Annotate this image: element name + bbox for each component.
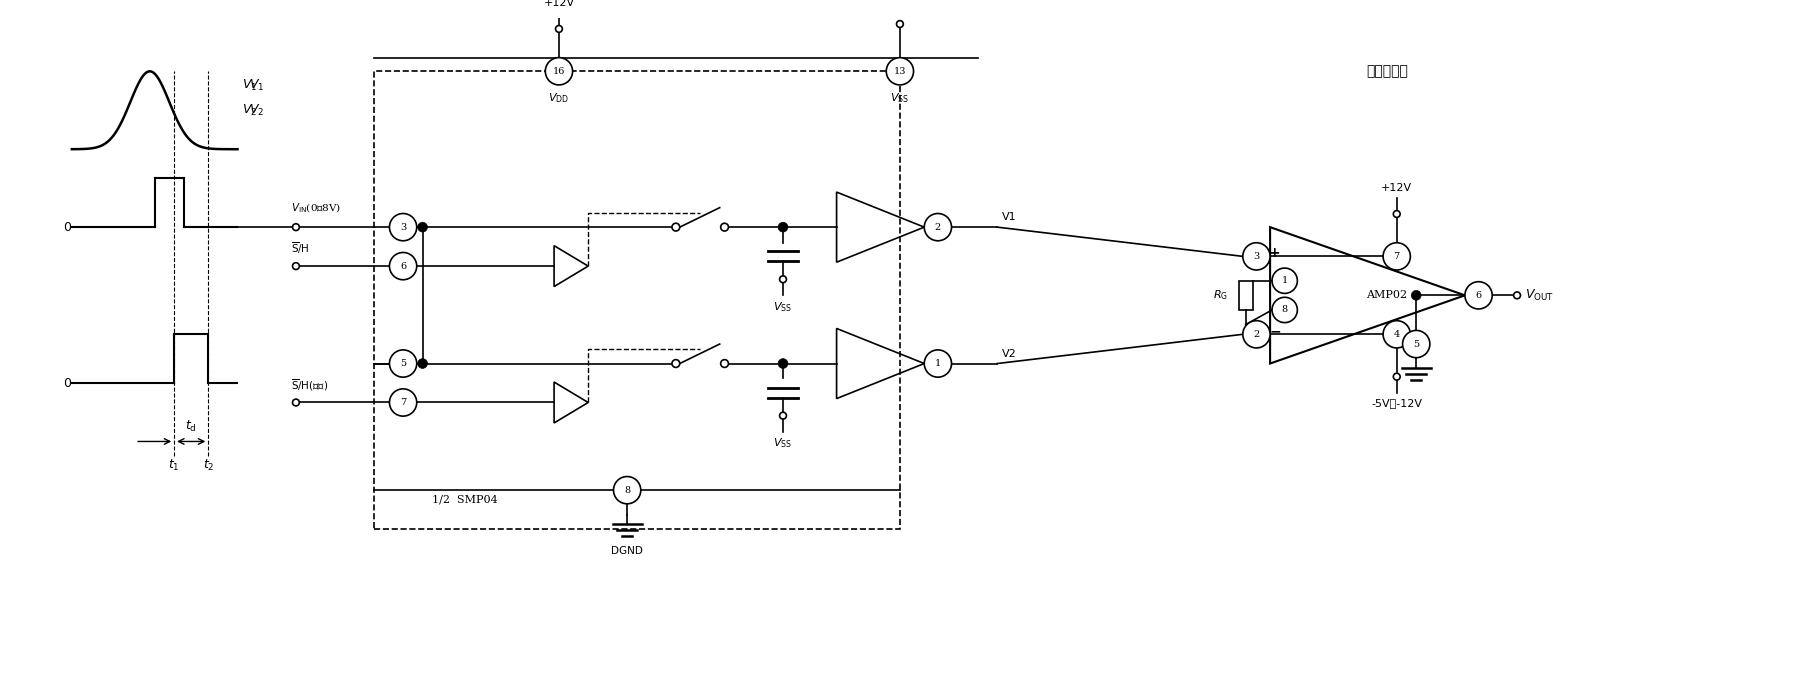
Text: +12V: +12V [543, 0, 574, 8]
Text: $V_1$: $V_1$ [249, 78, 264, 93]
Circle shape [1411, 290, 1422, 300]
Circle shape [1243, 321, 1269, 348]
Text: 测量放大器: 测量放大器 [1366, 64, 1408, 78]
Text: $V_{\rm DD}$: $V_{\rm DD}$ [549, 90, 570, 105]
Text: 1: 1 [934, 359, 941, 368]
Circle shape [923, 350, 952, 377]
Circle shape [389, 214, 416, 241]
Text: 4: 4 [1393, 329, 1400, 339]
Text: −: − [1269, 325, 1280, 338]
Bar [1239, 281, 1253, 310]
Text: 6: 6 [1476, 291, 1481, 300]
Circle shape [613, 477, 640, 503]
Circle shape [672, 360, 680, 367]
Circle shape [886, 58, 914, 85]
Text: 2: 2 [1253, 329, 1259, 339]
Text: $t_{\rm d}$: $t_{\rm d}$ [185, 419, 197, 434]
Text: $\overline{\rm S}$/H: $\overline{\rm S}$/H [290, 241, 310, 256]
Text: 16: 16 [552, 66, 565, 76]
Text: 7: 7 [400, 398, 407, 407]
Text: 6: 6 [400, 262, 407, 271]
Text: $\overline{\rm S}$/H(延时): $\overline{\rm S}$/H(延时) [290, 377, 328, 393]
Circle shape [721, 223, 728, 231]
Text: $R_{\rm G}$: $R_{\rm G}$ [1214, 288, 1228, 302]
Text: $V_{\rm SS}$: $V_{\rm SS}$ [773, 300, 793, 314]
Circle shape [1382, 321, 1411, 348]
Text: 13: 13 [893, 66, 905, 76]
Circle shape [545, 58, 572, 85]
Text: 2: 2 [934, 223, 941, 232]
Text: +: + [1268, 247, 1280, 260]
Circle shape [1271, 268, 1298, 293]
Text: 3: 3 [1253, 252, 1259, 261]
Circle shape [1382, 242, 1411, 270]
Circle shape [1271, 297, 1298, 323]
Text: V2: V2 [1002, 349, 1017, 359]
Circle shape [1465, 282, 1492, 309]
Circle shape [389, 253, 416, 279]
Text: 8: 8 [1282, 306, 1287, 314]
Text: $V_{\rm OUT}$: $V_{\rm OUT}$ [1526, 288, 1555, 303]
Text: $V_2$: $V_2$ [249, 103, 264, 118]
Text: DGND: DGND [611, 546, 644, 556]
Text: 3: 3 [400, 223, 407, 232]
Circle shape [1402, 330, 1429, 358]
Text: $V_2$: $V_2$ [242, 103, 258, 118]
Circle shape [721, 360, 728, 367]
Text: 5: 5 [400, 359, 407, 368]
Circle shape [923, 214, 952, 241]
Text: $V_{\rm SS}$: $V_{\rm SS}$ [891, 90, 909, 105]
Text: -5V或-12V: -5V或-12V [1372, 397, 1422, 408]
Text: $V_{\rm SS}$: $V_{\rm SS}$ [773, 436, 793, 451]
Circle shape [1393, 210, 1400, 217]
Text: 0: 0 [63, 377, 72, 390]
Circle shape [418, 359, 427, 369]
Circle shape [672, 223, 680, 231]
Circle shape [896, 21, 904, 27]
Circle shape [780, 412, 787, 419]
Text: 1/2  SMP04: 1/2 SMP04 [432, 495, 498, 505]
Text: $t_2$: $t_2$ [203, 458, 213, 473]
Text: 7: 7 [1393, 252, 1400, 261]
Circle shape [778, 359, 787, 369]
Circle shape [1393, 373, 1400, 380]
Circle shape [778, 222, 787, 232]
Text: $V_1$: $V_1$ [242, 78, 258, 93]
Circle shape [556, 25, 563, 32]
Circle shape [780, 276, 787, 283]
Text: +12V: +12V [1381, 183, 1413, 193]
Text: V1: V1 [1002, 212, 1017, 222]
Circle shape [292, 224, 299, 231]
Circle shape [1243, 242, 1269, 270]
Text: $V_{\rm IN}$(0～8V): $V_{\rm IN}$(0～8V) [290, 202, 341, 216]
Text: 5: 5 [1413, 340, 1420, 349]
Bar [375, 71, 900, 529]
Circle shape [389, 389, 416, 416]
Text: 0: 0 [63, 221, 72, 234]
Circle shape [418, 222, 427, 232]
Circle shape [389, 350, 416, 377]
Text: $t_1$: $t_1$ [169, 458, 179, 473]
Text: AMP02: AMP02 [1366, 290, 1408, 300]
Text: 8: 8 [624, 486, 629, 495]
Circle shape [292, 263, 299, 269]
Circle shape [1513, 292, 1520, 299]
Text: 1: 1 [1282, 276, 1287, 285]
Circle shape [292, 399, 299, 406]
